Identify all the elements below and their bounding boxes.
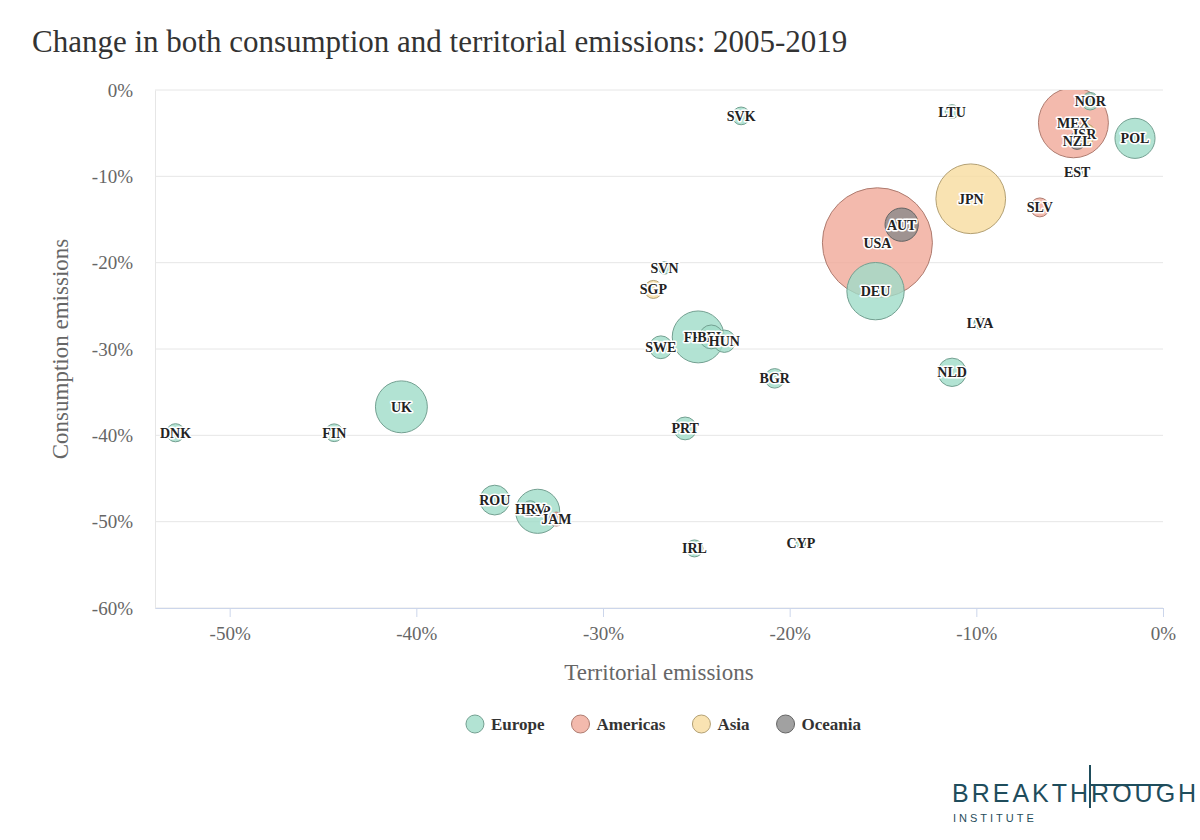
x-tick-label: -20% <box>770 623 811 644</box>
x-tick-label: -10% <box>956 623 997 644</box>
bubble[interactable] <box>847 262 904 319</box>
y-tick-label: -50% <box>92 511 133 532</box>
legend-label: Asia <box>717 715 750 734</box>
point-label: LTU <box>938 105 966 120</box>
point-label: BGR <box>760 371 791 386</box>
y-tick-label: -30% <box>92 339 133 360</box>
logo-rule <box>1090 784 1165 786</box>
point-label: PRT <box>671 421 699 436</box>
logo-text: BREAKTHROUGH <box>952 779 1199 807</box>
x-tick: -30% <box>583 608 624 644</box>
point-label: IRL <box>682 541 707 556</box>
x-tick: -40% <box>396 608 437 644</box>
bubble[interactable] <box>938 358 966 386</box>
legend-symbol <box>777 715 795 733</box>
y-tick-label: -60% <box>92 598 133 619</box>
point-label: USA <box>863 236 892 251</box>
point-label: EST <box>1064 165 1091 180</box>
y-axis-line <box>155 91 156 609</box>
point-labels: USAMEXJPNDEUUKFRAESPPOLAUTROUNLDBELPRTSW… <box>160 94 1149 556</box>
y-tick: -40% <box>92 425 155 446</box>
x-axis-line <box>156 608 1164 609</box>
point-label: NLD <box>937 365 967 380</box>
grid-line <box>155 90 1163 91</box>
legend-item[interactable]: Oceania <box>777 715 862 734</box>
x-tick-mark <box>1163 608 1164 617</box>
point-label: NOR <box>1075 94 1107 109</box>
point-label: CYP <box>786 536 815 551</box>
x-tick-label: -50% <box>210 623 251 644</box>
legend-label: Oceania <box>802 715 862 734</box>
bubble[interactable] <box>1115 118 1155 158</box>
point-label: DEU <box>861 284 891 299</box>
point-label: AUT <box>887 218 917 233</box>
y-tick-label: -20% <box>92 252 133 273</box>
legend-item[interactable]: Europe <box>466 715 545 734</box>
point-label: SGP <box>640 282 668 297</box>
y-tick-label: 0% <box>108 80 134 101</box>
x-tick-mark <box>603 608 604 617</box>
point-label: NZL <box>1063 134 1092 149</box>
grid-line <box>155 521 1163 522</box>
legend-symbol <box>572 715 590 733</box>
bubble[interactable] <box>936 164 1006 234</box>
point-label: SVK <box>727 109 756 124</box>
x-tick-label: -30% <box>583 623 624 644</box>
legend-symbol <box>466 715 484 733</box>
x-axis-title: Territorial emissions <box>564 660 753 685</box>
point-label: POL <box>1121 131 1150 146</box>
y-tick-label: -40% <box>92 425 133 446</box>
x-tick: -20% <box>770 608 811 644</box>
x-tick-label: -40% <box>396 623 437 644</box>
x-tick-mark <box>230 608 231 617</box>
point-label: ROU <box>479 493 510 508</box>
legend-item[interactable]: Asia <box>692 715 750 734</box>
y-axis: 0% -10% -20% -30% -40% -50% -60% <box>92 80 156 619</box>
title: Change in both consumption and territori… <box>32 24 847 59</box>
y-tick: -30% <box>92 339 155 360</box>
bubble[interactable] <box>480 485 510 515</box>
point-label: FIN <box>322 426 346 441</box>
grid-line <box>155 176 1163 177</box>
x-tick: -10% <box>956 608 997 644</box>
grid-line <box>155 608 1163 609</box>
point-label: DNK <box>160 426 191 441</box>
point-label: JPN <box>958 192 984 207</box>
x-tick-mark <box>416 608 417 617</box>
grid <box>155 90 1163 608</box>
legend-label: Europe <box>491 715 545 734</box>
x-axis: -50% -40% -30% -20% -10% 0% <box>156 608 1177 644</box>
y-axis-title: Consumption emissions <box>48 239 73 459</box>
legend-label: Americas <box>597 715 666 734</box>
bubble[interactable] <box>375 381 427 433</box>
x-tick: -50% <box>210 608 251 644</box>
point-label: LVA <box>967 316 994 331</box>
legend-symbol <box>692 715 710 733</box>
y-tick: 0% <box>108 80 155 101</box>
points <box>166 90 1155 557</box>
point-label: SVN <box>651 261 679 276</box>
y-tick: -10% <box>92 166 155 187</box>
y-tick: -60% <box>92 598 155 619</box>
x-tick-mark <box>790 608 791 617</box>
logo-rule <box>1089 765 1091 808</box>
x-tick-mark <box>976 608 977 617</box>
logo: BREAKTHROUGH INSTITUTE <box>952 765 1199 824</box>
point-label: SWE <box>645 340 676 355</box>
point-label: SLV <box>1027 200 1053 215</box>
point-label: HUN <box>709 334 740 349</box>
x-tick: 0% <box>1151 608 1177 644</box>
x-tick-label: 0% <box>1151 623 1177 644</box>
y-tick: -20% <box>92 252 155 273</box>
logo-subtext: INSTITUTE <box>953 812 1037 824</box>
y-tick-label: -10% <box>92 166 133 187</box>
point-label: JAM <box>541 512 571 527</box>
grid-line <box>155 435 1163 436</box>
bubble[interactable] <box>1038 90 1108 158</box>
point-label: UK <box>391 400 412 415</box>
y-tick: -50% <box>92 511 155 532</box>
chart: Change in both consumption and territori… <box>0 0 1200 840</box>
legend: Europe Americas Asia Oceania <box>466 715 862 734</box>
legend-item[interactable]: Americas <box>572 715 666 734</box>
